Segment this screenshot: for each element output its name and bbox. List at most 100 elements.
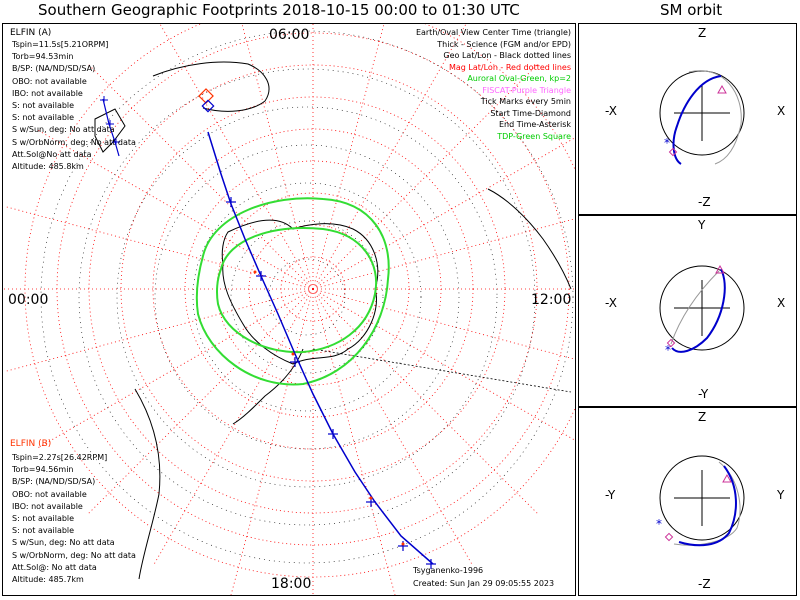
orbit-path-full (670, 270, 720, 345)
elfin-b-tick (369, 496, 373, 500)
elfin-b-tick (401, 542, 405, 546)
elfin-a-info-line: S: not available (12, 113, 75, 123)
australia-coast (152, 61, 270, 112)
earth-outline (659, 455, 745, 541)
footprint-map: 06:00 00:00 12:00 18:00 Earth/Oval View … (2, 23, 576, 596)
orbit-path-segment (672, 75, 722, 165)
legend-entry: FISCAT-Purple Triangle (482, 85, 571, 95)
axis-bottom: -Z (698, 195, 711, 209)
mlt-label-bottom: 18:00 (271, 576, 312, 592)
axis-left: -X (605, 296, 617, 310)
elfin-a-name: ELFIN (A) (10, 28, 52, 38)
legend-entry: Auroral Oval-Green, kp=2 (467, 74, 571, 83)
orbit-path-segment (678, 465, 737, 547)
model-label: Tsyganenko-1996 (413, 566, 484, 575)
orbit-panel-yz-canvas: * (656, 455, 745, 547)
fiscat-triangle (715, 264, 725, 274)
south-america-coast (134, 388, 161, 580)
elfin-b-info-line: Torb=94.56min (12, 465, 74, 475)
elfin-a-info-line: IBO: not available (12, 88, 83, 98)
geo-lat-ring (116, 106, 498, 488)
elfin-b-info-line: Altitude: 485.7km (12, 575, 84, 584)
elfin-a-prev-pass (102, 98, 120, 157)
elfin-a-track (100, 88, 436, 569)
mag-lon-spoke (241, 24, 314, 290)
antarctica-coast (221, 219, 379, 365)
mag-lon-spoke (312, 24, 385, 290)
created-label: Created: Sun Jan 29 09:05:55 2023 (413, 579, 555, 588)
elfin-a-info-line: Torb=94.53min (12, 52, 74, 62)
elfin-b-tick (291, 352, 295, 356)
legend-entry: Tick Marks every 5min (480, 97, 571, 106)
axis-top: Y (698, 218, 706, 232)
elfin-a-info-line: Tspin=11.5s[5.21ORPM] (12, 40, 109, 49)
auroral-oval (195, 197, 390, 386)
elfin-a-info-line: Altitude: 485.8km (12, 162, 84, 171)
mag-lon-spoke (3, 205, 314, 290)
axis-left: -Y (605, 488, 616, 502)
legend-entry: Earth/Oval View Center Time (triangle) (415, 28, 571, 37)
mlt-label-top: 06:00 (269, 27, 310, 43)
elfin-b-info-line: IBO: not available (12, 501, 83, 511)
elfin-b-info-line: S: not available (12, 526, 75, 536)
axis-right: Y (777, 488, 785, 502)
mag-grid (3, 24, 575, 595)
mag-lon-spoke (312, 288, 396, 595)
mag-lon-spoke (312, 288, 575, 441)
mag-lon-spoke (312, 288, 540, 516)
mag-lon-spoke (312, 288, 474, 567)
geo-lat-ring (192, 182, 422, 412)
earth-outline (659, 265, 745, 351)
elfin-b-info-line: B/SP: (NA/ND/SD/SA) (12, 477, 96, 487)
axis-right: X (777, 104, 786, 118)
geo-lat-ring (40, 30, 574, 564)
elfin-b-start-diamond (198, 88, 214, 104)
mlt-label-right: 12:00 (531, 292, 572, 308)
elfin-b-tick (253, 270, 257, 274)
chart-title: Southern Geographic Footprints 2018-10-1… (38, 1, 520, 19)
elfin-b-info-line: S: not available (12, 514, 75, 523)
mag-lon-spoke (86, 62, 314, 290)
elfin-a-info-line: Att.Sol@No att data (12, 149, 92, 159)
orbit-panel-xy-canvas: * (659, 264, 745, 357)
elfin-a-info-line: B/SP: (NA/ND/SD/SA) (12, 64, 96, 74)
elfin-a-info-line: S w/OrbNorm, deg: No att data (12, 137, 136, 147)
geo-meridian (312, 348, 572, 393)
mag-lon-spoke (3, 288, 314, 373)
africa-coast (487, 188, 572, 290)
mag-lon-spoke (312, 62, 540, 290)
mag-lon-spoke (35, 288, 314, 450)
orbit-panel-xz-canvas: * (659, 70, 745, 165)
orbit-path-full (688, 70, 742, 165)
geo-lat-ring (78, 68, 536, 526)
elfin-b-info-line: OBO: not available (12, 489, 87, 499)
legend-entry: Thick - Science (FGM and/or EPD) (437, 39, 571, 49)
mag-lon-spoke (86, 288, 314, 516)
mag-lon-spoke (312, 137, 575, 290)
elfin-b-info-line: Att.Sol@: No att data (12, 562, 97, 572)
orbit-path-segment (671, 268, 726, 353)
legend-entry: Mag Lat/Lon - Red dotted lines (448, 62, 571, 72)
elfin-a-start-diamond (201, 99, 215, 113)
elfin-b-info-line: Tspin=2.27s[26.42RPM] (12, 453, 108, 462)
elfin-a-info-line: OBO: not available (12, 76, 87, 86)
mag-lon-spoke (312, 218, 575, 290)
axis-right: X (777, 296, 786, 310)
orbit-title: SM orbit (660, 1, 723, 19)
mag-lon-spoke (152, 288, 314, 567)
axis-top: Z (698, 410, 707, 424)
start-diamond (666, 338, 676, 348)
elfin-a-info-line: S: not available (12, 101, 75, 110)
geo-lat-ring (154, 144, 460, 450)
legend-entry: TDP-Green Square (497, 131, 571, 141)
end-asterisk: * (664, 136, 670, 150)
axis-top: Z (698, 26, 707, 40)
mlt-label-left: 00:00 (8, 292, 49, 308)
elfin-b-info-line: S w/OrbNorm, deg: No att data (12, 550, 136, 560)
axis-bottom: -Z (698, 577, 711, 591)
auroral-oval-outer (195, 197, 390, 386)
fiscat-triangle (722, 473, 732, 483)
map-canvas (3, 24, 575, 595)
end-asterisk: * (665, 343, 671, 357)
axis-bottom: -Y (698, 387, 709, 401)
